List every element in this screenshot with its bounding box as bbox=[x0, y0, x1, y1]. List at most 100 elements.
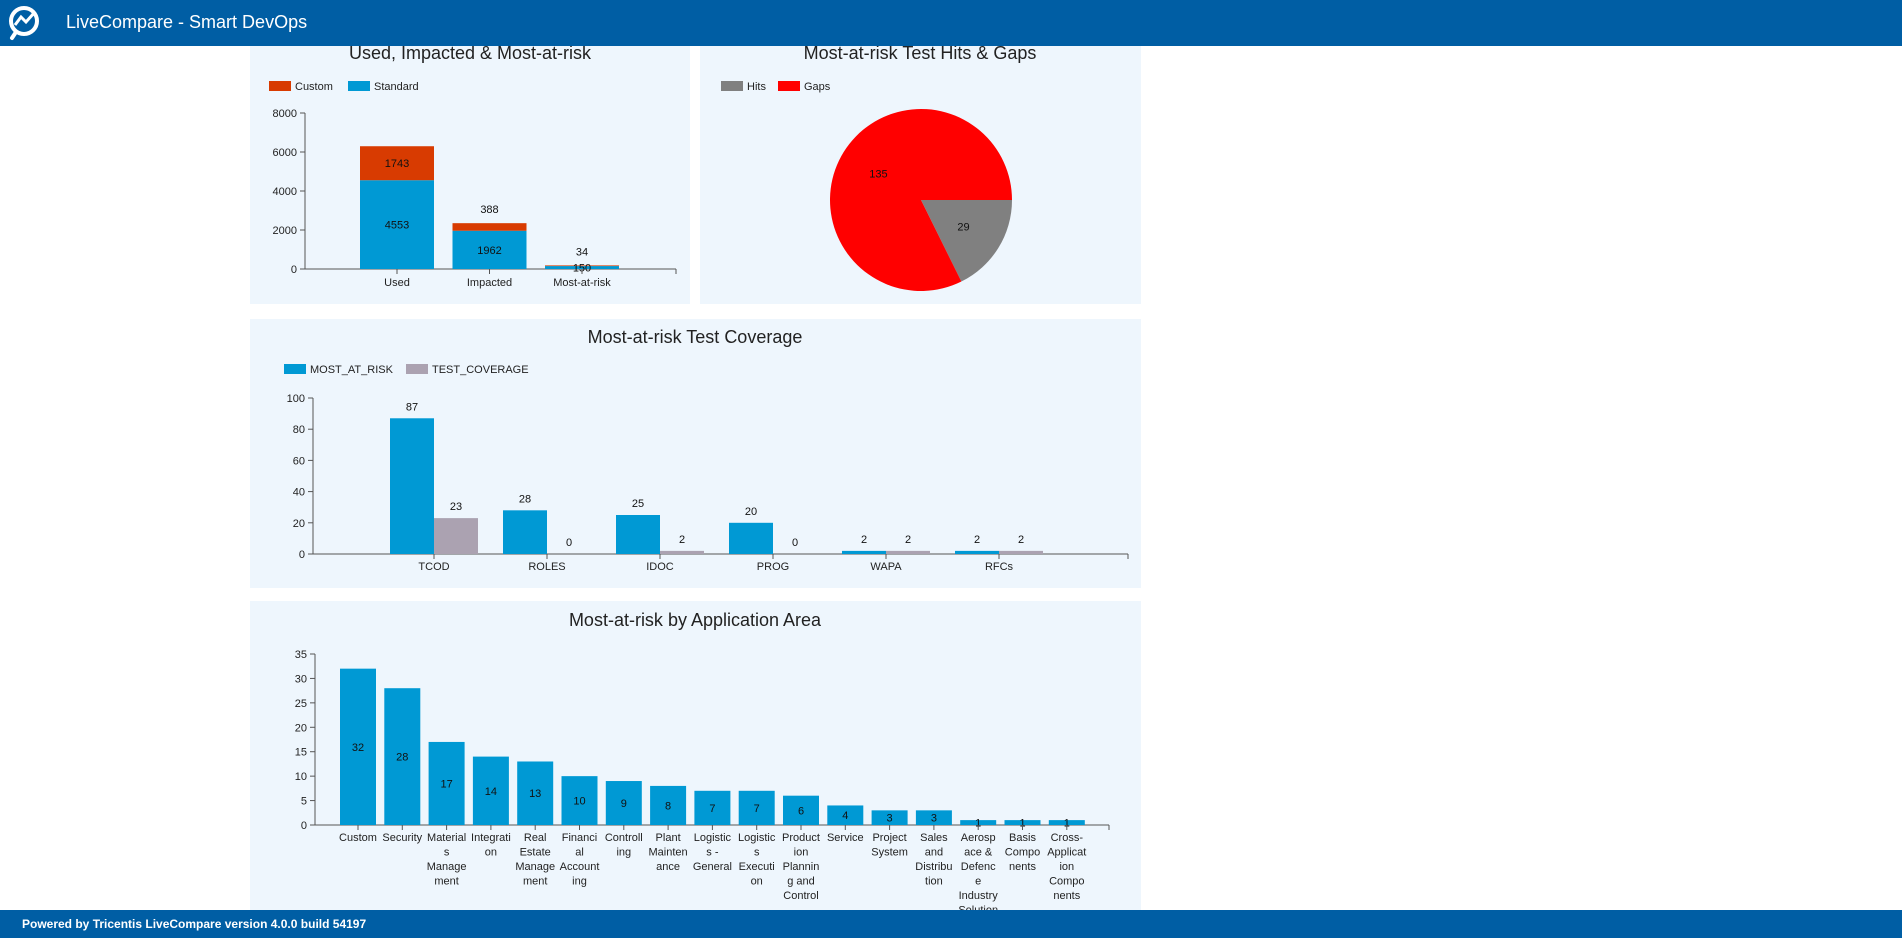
data-label: 388 bbox=[480, 204, 498, 216]
x-tick-label: TCOD bbox=[418, 561, 449, 573]
x-tick-label: s - bbox=[706, 847, 719, 859]
bar-custom bbox=[452, 223, 527, 231]
data-label: 17 bbox=[440, 778, 452, 790]
x-tick-label: s bbox=[754, 847, 760, 859]
footer: Powered by Tricentis LiveCompare version… bbox=[0, 910, 1902, 938]
bar bbox=[1048, 820, 1085, 825]
bar bbox=[650, 785, 687, 825]
legend-label: Gaps bbox=[804, 81, 831, 93]
x-tick-label: Mainten bbox=[649, 847, 688, 859]
data-label: 1 bbox=[1019, 818, 1025, 830]
x-tick-label: Distribu bbox=[915, 861, 952, 873]
data-label: 4 bbox=[842, 810, 848, 822]
data-label: 9 bbox=[621, 798, 627, 810]
data-label: 2 bbox=[861, 534, 867, 546]
test-coverage-chart-panel: Most-at-risk Test Coverage MOST_AT_RISK TE… bbox=[250, 319, 1141, 588]
x-tick-label: Material bbox=[427, 832, 466, 844]
x-tick-label: Control bbox=[783, 890, 818, 902]
bar bbox=[472, 756, 509, 825]
data-label: 32 bbox=[352, 742, 364, 754]
x-tick-label: e bbox=[975, 876, 981, 888]
y-tick-label: 80 bbox=[293, 424, 305, 436]
data-label: 1 bbox=[1064, 818, 1070, 830]
y-tick-label: 30 bbox=[295, 673, 307, 685]
legend-label: TEST_COVERAGE bbox=[432, 364, 529, 376]
search-trend-icon[interactable] bbox=[6, 4, 42, 42]
bar-standard bbox=[452, 230, 527, 269]
bar-most-at-risk bbox=[616, 515, 660, 554]
bar-test-coverage bbox=[999, 550, 1043, 554]
x-tick-label: on bbox=[751, 876, 763, 888]
data-label: 23 bbox=[450, 501, 462, 513]
x-tick-label: tion bbox=[925, 876, 943, 888]
x-tick-label: s bbox=[444, 847, 450, 859]
slice-label: 135 bbox=[869, 169, 887, 181]
data-label: 7 bbox=[709, 803, 715, 815]
x-tick-label: ment bbox=[434, 876, 458, 888]
bar-test-coverage bbox=[434, 518, 478, 554]
x-tick-label: Plannin bbox=[783, 861, 820, 873]
legend-label: Standard bbox=[374, 81, 419, 93]
x-tick-label: ing bbox=[616, 847, 631, 859]
y-tick-label: 4000 bbox=[273, 186, 297, 198]
legend-swatch bbox=[348, 81, 370, 91]
bar bbox=[428, 741, 465, 825]
data-label: 1962 bbox=[477, 245, 501, 257]
x-tick-label: nents bbox=[1053, 890, 1080, 902]
x-tick-label: Aerosp bbox=[961, 832, 996, 844]
x-tick-label: ROLES bbox=[528, 561, 565, 573]
x-tick-label: Service bbox=[827, 832, 864, 844]
chart-title: Most-at-risk by Application Area bbox=[569, 610, 822, 630]
data-label: 4553 bbox=[385, 220, 409, 232]
bar bbox=[738, 790, 775, 825]
data-label: 34 bbox=[576, 246, 588, 258]
y-tick-label: 6000 bbox=[273, 147, 297, 159]
bar-most-at-risk bbox=[955, 550, 999, 554]
data-label: 0 bbox=[792, 537, 798, 549]
x-tick-label: ment bbox=[523, 876, 547, 888]
x-tick-label: IDOC bbox=[646, 561, 674, 573]
x-tick-label: Product bbox=[782, 832, 820, 844]
application-area-chart-panel: Most-at-risk by Application Area 0 5 10 15 20… bbox=[250, 601, 1141, 910]
x-tick-label: Used bbox=[384, 277, 410, 289]
bar-most-at-risk bbox=[503, 510, 547, 554]
bar-test-coverage bbox=[886, 550, 930, 554]
bar bbox=[783, 795, 819, 825]
x-tick-label: Impacted bbox=[467, 277, 512, 289]
x-tick-label: ace & bbox=[964, 847, 993, 859]
x-tick-label: Financi bbox=[562, 832, 597, 844]
x-tick-label: nents bbox=[1009, 861, 1036, 873]
y-tick-label: 0 bbox=[291, 264, 297, 276]
x-tick-label: Real bbox=[524, 832, 547, 844]
data-label: 10 bbox=[573, 796, 585, 808]
legend-label: MOST_AT_RISK bbox=[310, 364, 394, 376]
bar bbox=[960, 820, 997, 825]
data-label: 25 bbox=[632, 498, 644, 510]
legend-swatch bbox=[284, 364, 306, 374]
bar-standard bbox=[360, 180, 434, 269]
bar-test-coverage bbox=[660, 550, 704, 554]
data-label: 1743 bbox=[385, 158, 409, 170]
bar bbox=[871, 810, 908, 825]
x-tick-label: Security bbox=[382, 832, 422, 844]
x-tick-label: Manage bbox=[515, 861, 555, 873]
x-tick-label: Solution bbox=[958, 905, 998, 911]
data-label: 28 bbox=[396, 752, 408, 764]
x-tick-label: Executi bbox=[739, 861, 775, 873]
x-tick-label: and bbox=[925, 847, 943, 859]
chart-title: Used, Impacted & Most-at-risk bbox=[349, 46, 592, 63]
bar bbox=[694, 790, 731, 825]
pie-slice-gaps bbox=[830, 109, 1012, 291]
x-tick-label: ion bbox=[1059, 861, 1074, 873]
data-label: 13 bbox=[529, 788, 541, 800]
legend-swatch bbox=[778, 81, 800, 91]
used-impacted-chart: Used, Impacted & Most-at-risk Custom Stand… bbox=[269, 46, 677, 289]
x-tick-label: Integrati bbox=[471, 832, 511, 844]
data-label: 2 bbox=[1018, 534, 1024, 546]
data-label: 20 bbox=[745, 506, 757, 518]
bar bbox=[1004, 820, 1041, 825]
chart-title: Most-at-risk Test Coverage bbox=[588, 327, 803, 347]
bar-most-at-risk bbox=[390, 418, 434, 554]
x-tick-label: Applicat bbox=[1047, 847, 1086, 859]
data-label: 7 bbox=[754, 803, 760, 815]
